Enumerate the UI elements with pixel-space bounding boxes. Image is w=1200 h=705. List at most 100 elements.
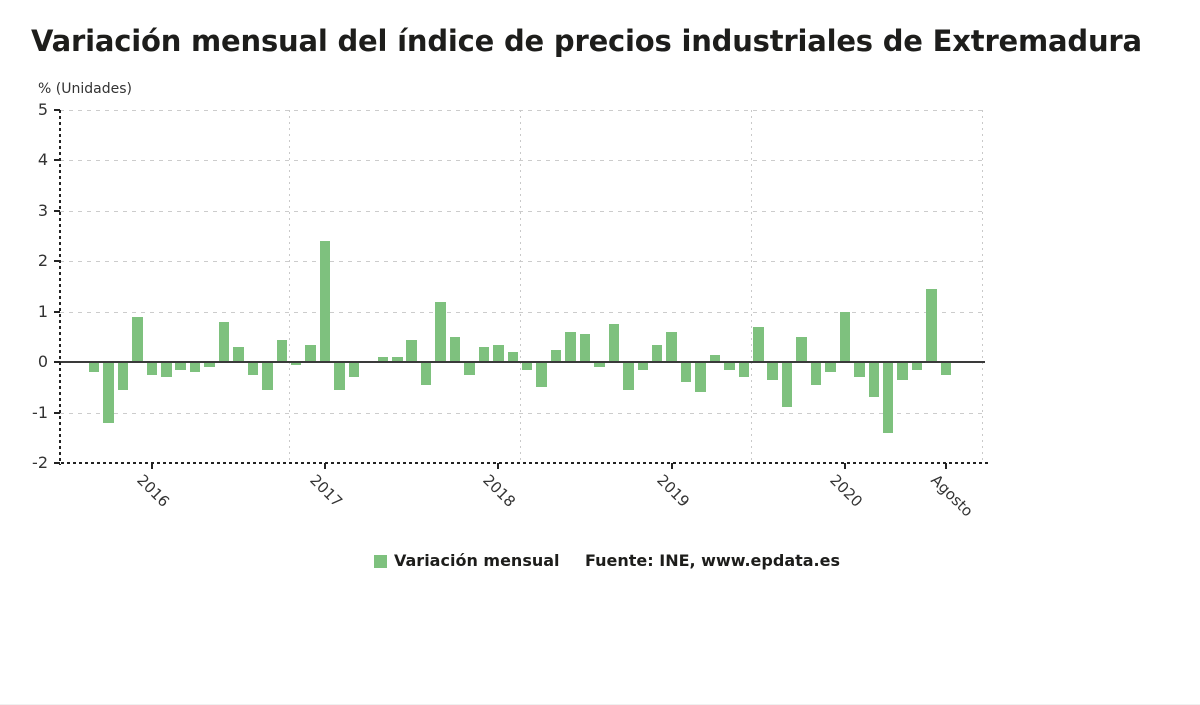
bar-2017-05 [377,357,389,363]
x-tick-label-2016: 2016 [133,471,173,511]
y-tick [54,209,60,212]
y-tick-label-2: 2 [37,251,48,271]
bar-2020-01 [839,311,851,363]
bar-2017-08 [420,362,432,385]
bar-2016-10 [276,339,287,363]
y-tick-label-0: 0 [37,352,48,372]
y-axis-line [59,110,61,465]
legend: Variación mensual Fuente: INE, www.epdat… [0,551,1200,573]
bar-2017-06 [392,357,403,363]
x-tick-label-Agosto: Agosto [927,471,977,521]
bar-2017-07 [406,339,417,363]
bar-2019-11 [810,362,822,385]
bar-2017-09 [435,301,446,363]
h-gridline-1 [60,311,985,313]
bar-2015-12 [132,316,143,363]
y-tick [54,260,60,263]
bar-2016-09 [262,362,273,390]
y-tick-label-5: 5 [37,100,48,119]
plot-area [60,110,985,463]
bar-2018-02 [507,352,518,363]
legend-series-label: Variación mensual [394,551,560,570]
v-gridline [751,110,752,463]
bar-2020-08 [940,362,952,375]
bar-2018-05 [550,349,562,363]
bar-2019-10 [796,336,807,363]
bar-2017-02 [334,362,345,390]
x-axis-line [55,462,990,464]
y-tick [54,462,60,464]
chart-title: Variación mensual del índice de precios … [31,24,1142,58]
y-tick [54,159,60,162]
zero-line [60,361,985,364]
h-gridline-3 [60,210,985,212]
bar-2018-07 [579,334,591,363]
bar-2018-09 [608,324,620,363]
source-label: Fuente: INE, www.epdata.es [585,551,841,570]
bar-2016-02 [161,362,172,378]
v-gridline [982,110,984,463]
x-tick-label-2020: 2020 [826,471,866,511]
h-gridline-5 [60,110,985,111]
bar-2018-06 [565,331,576,363]
bar-2016-05 [204,362,215,368]
y-tick [54,109,60,111]
bar-2015-09 [88,362,100,373]
bar-2019-09 [781,362,793,408]
bar-2016-06 [218,321,230,363]
bar-2019-08 [767,362,778,380]
bar-2018-11 [637,362,648,370]
bar-2018-08 [594,362,605,368]
x-tick-label-2017: 2017 [306,471,347,511]
bar-2020-05 [897,362,908,380]
h-gridline-4 [60,160,985,162]
bar-2019-01 [666,331,677,363]
bar-2017-12 [478,347,490,363]
bar-2018-03 [521,362,533,370]
bar-2016-08 [247,362,259,375]
bar-2018-04 [536,362,547,388]
bar-2019-05 [724,362,735,370]
legend-swatch-icon [374,555,387,568]
bar-2020-03 [868,362,879,398]
x-tick [497,463,500,469]
y-tick [54,310,60,313]
bar-2017-11 [464,362,475,375]
x-tick [150,463,153,469]
bar-2016-12 [305,344,316,363]
bar-2020-06 [911,362,923,370]
y-tick-label-4: 4 [37,150,48,170]
bar-2019-03 [695,362,706,393]
bar-2020-07 [926,289,937,363]
bar-2015-11 [117,362,129,390]
bar-2016-03 [175,362,186,370]
y-tick [54,361,60,364]
bar-2020-04 [882,362,894,433]
bar-2019-06 [738,362,749,378]
x-tick [670,463,673,469]
v-gridline [520,110,521,463]
y-tick-label--2: -2 [32,453,48,472]
bar-2017-10 [449,336,461,363]
x-tick-label-2018: 2018 [479,471,520,511]
x-tick [945,463,947,469]
bar-2019-02 [680,362,692,383]
bar-2019-07 [753,326,764,363]
h-gridline-2 [60,261,985,263]
y-axis-title: % (Unidades) [38,81,132,97]
y-tick-label-1: 1 [37,301,48,321]
h-gridline--1 [60,412,985,414]
x-tick-label-2019: 2019 [652,471,693,511]
bar-2015-10 [103,362,114,423]
bar-2018-10 [623,362,634,390]
y-tick-label--1: -1 [32,402,48,422]
x-tick [843,463,846,469]
x-tick [324,463,326,469]
bar-2016-11 [290,362,302,365]
y-tick [54,411,60,414]
bar-2016-01 [146,362,157,375]
bar-2016-04 [189,362,201,373]
bar-2020-02 [854,362,865,378]
bar-2019-12 [825,362,836,373]
